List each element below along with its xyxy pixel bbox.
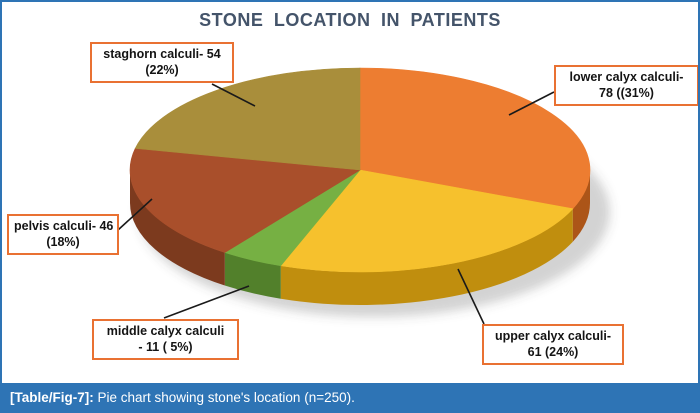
pie-slice-staghorn <box>134 67 361 171</box>
pie-wall-middle-calyx <box>224 252 281 299</box>
leader-line-middle-calyx <box>163 285 250 319</box>
callout-pelvis-line2: (18%) <box>46 235 80 250</box>
figure-caption-label: [Table/Fig-7]: <box>10 389 94 405</box>
pie-slice-upper-calyx <box>280 169 574 273</box>
callout-lower-calyx-calculi: lower calyx calculi- 78 ((31%) <box>554 65 698 106</box>
callout-upper-line1: upper calyx calculi- <box>494 329 612 343</box>
callout-staghorn-line2: (22%) <box>145 63 179 78</box>
figure-caption-bar: [Table/Fig-7]: Pie chart showing stone's… <box>2 383 698 411</box>
leader-line-upper-calyx <box>457 268 485 325</box>
figure-caption-text: Pie chart showing stone's location (n=25… <box>93 389 355 405</box>
leader-line-pelvis <box>117 198 153 231</box>
pie-wall-upper-calyx <box>280 208 573 305</box>
callout-middle-calyx-calculi: middle calyx calculi - 11 ( 5%) <box>92 319 239 360</box>
chart-title: STONE LOCATION IN PATIENTS <box>199 10 501 30</box>
callout-lower-line2: 78 ((31%) <box>599 86 654 101</box>
leader-line-lower-calyx <box>508 91 555 116</box>
callout-upper-line2: 61 (24%) <box>527 345 579 360</box>
callout-lower-line1: lower calyx calculi- <box>569 70 684 84</box>
callout-staghorn-calculi: staghorn calculi- 54 (22%) <box>90 42 234 83</box>
callout-upper-calyx-calculi: upper calyx calculi- 61 (24%) <box>482 324 624 365</box>
leader-line-staghorn <box>211 83 256 107</box>
callout-pelvis-line1: pelvis calculi- 46 <box>14 219 114 233</box>
pie-slices-group <box>129 67 591 305</box>
pie-wall-lower-calyx <box>572 170 590 242</box>
callout-middle-line2: - 11 ( 5%) <box>138 340 193 355</box>
pie-chart-svg <box>117 67 610 325</box>
callout-pelvis-calculi: pelvis calculi- 46 (18%) <box>7 214 119 255</box>
callout-middle-line1: middle calyx calculi <box>106 324 225 338</box>
pie-wall-pelvis <box>130 170 225 286</box>
callout-staghorn-line1: staghorn calculi- 54 <box>103 47 221 61</box>
leader-lines-group <box>117 83 555 325</box>
